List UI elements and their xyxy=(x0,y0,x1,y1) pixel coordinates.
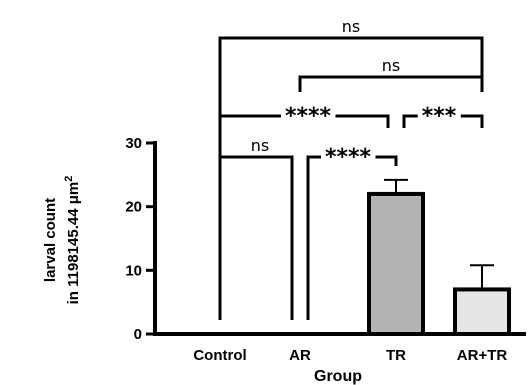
y-tick-label: 0 xyxy=(134,326,142,343)
y-tick-label: 30 xyxy=(125,135,142,152)
significance-bracket: **** xyxy=(218,104,390,129)
label-gap xyxy=(417,113,461,119)
significance-label: ns xyxy=(382,56,400,75)
label-gap xyxy=(320,154,376,160)
x-tick-label: AR+TR xyxy=(457,347,508,364)
significance-bracket: *** xyxy=(402,104,484,129)
y-axis-title-exponent: 2 xyxy=(63,176,75,182)
y-axis-title-line1: larval count xyxy=(42,198,59,282)
significance-label: **** xyxy=(285,104,332,129)
y-axis-title-prefix: in 1198145.44 xyxy=(65,204,82,304)
x-tick-label: TR xyxy=(386,347,406,364)
significance-bracket: ns xyxy=(298,56,484,92)
y-axis-title-line2: in 1198145.44 μm2 xyxy=(63,176,82,305)
axes-layer: 0 10 20 30 Control AR TR AR+TR xyxy=(125,135,526,364)
bracket-line xyxy=(218,36,484,320)
y-axis-title-unit: μm xyxy=(65,182,82,205)
significance-label: *** xyxy=(422,104,457,129)
significance-label: **** xyxy=(325,145,372,170)
x-tick-label: Control xyxy=(193,347,246,364)
bar-ar-tr xyxy=(453,287,511,336)
significance-bracket: ns xyxy=(218,136,294,320)
x-axis-title: Group xyxy=(314,368,362,385)
y-tick-label: 20 xyxy=(125,199,142,216)
significance-label: ns xyxy=(251,136,269,155)
bars-layer xyxy=(367,178,511,336)
bracket-line xyxy=(218,155,294,320)
y-tick-label: 10 xyxy=(125,262,142,279)
significance-label: ns xyxy=(342,17,360,36)
bar-tr xyxy=(367,191,425,336)
x-tick-label: AR xyxy=(289,347,311,364)
significance-bracket: **** xyxy=(306,145,398,320)
bracket-line xyxy=(298,75,484,92)
label-gap xyxy=(280,113,336,119)
